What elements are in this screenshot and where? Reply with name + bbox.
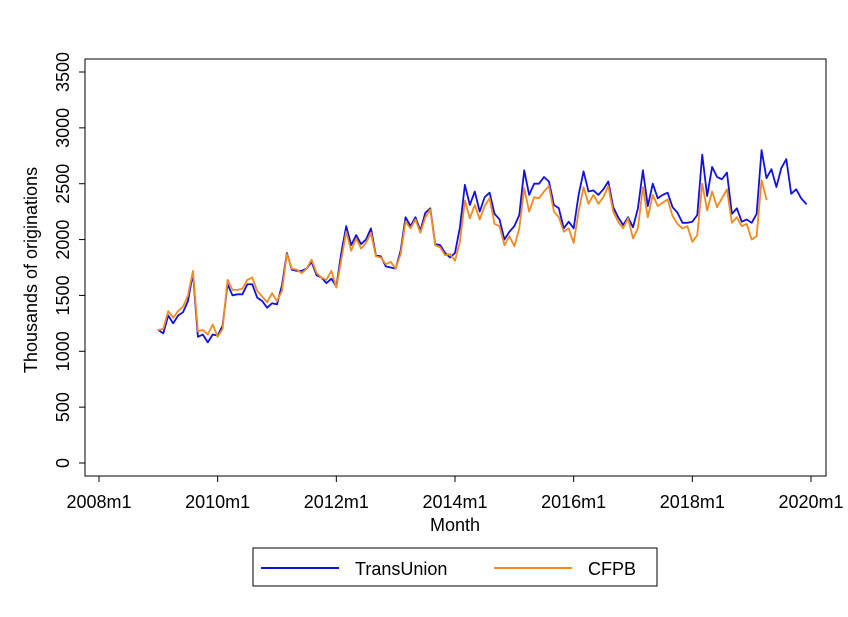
y-tick-label: 500 xyxy=(53,392,73,422)
series-line-transunion xyxy=(157,149,807,344)
legend-box xyxy=(252,547,658,587)
y-tick-label: 2000 xyxy=(53,220,73,260)
y-axis-label: Thousands of originations xyxy=(21,167,41,373)
y-axis: 0 500 1000 1500 2000 2500 3000 3500 xyxy=(53,52,85,468)
legend: TransUnion CFPB xyxy=(252,547,658,587)
x-tick-label: 2008m1 xyxy=(66,492,131,512)
y-tick-label: 2500 xyxy=(53,164,73,204)
x-tick-label: 2012m1 xyxy=(304,492,369,512)
legend-label-transunion: TransUnion xyxy=(355,559,447,579)
y-tick-label: 1000 xyxy=(53,331,73,371)
y-tick-label: 3500 xyxy=(53,52,73,92)
legend-label-cfpb: CFPB xyxy=(588,559,636,579)
x-tick-label: 2014m1 xyxy=(422,492,487,512)
x-axis: 2008m1 2010m1 2012m1 2014m1 2016m1 2018m1 2020… xyxy=(66,476,844,512)
x-tick-label: 2010m1 xyxy=(185,492,250,512)
x-tick-label: 2020m1 xyxy=(778,492,843,512)
series-line-cfpb xyxy=(157,179,768,338)
x-tick-label: 2016m1 xyxy=(541,492,606,512)
x-tick-label: 2018m1 xyxy=(660,492,725,512)
y-tick-label: 3000 xyxy=(53,108,73,148)
y-tick-label: 0 xyxy=(53,458,73,468)
y-tick-label: 1500 xyxy=(53,275,73,315)
series-layer xyxy=(157,149,807,344)
x-axis-label: Month xyxy=(430,515,480,535)
